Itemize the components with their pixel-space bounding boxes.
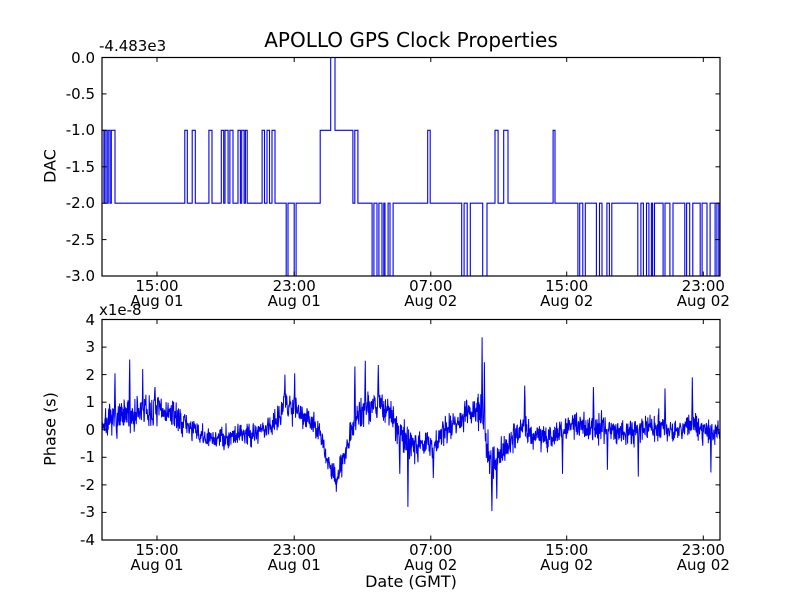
x-tick-time: 15:00: [545, 541, 589, 559]
dac-offset-text: -4.483e3: [99, 37, 167, 55]
x-tick-time: 23:00: [272, 277, 316, 295]
x-tick-date: Aug 01: [130, 292, 184, 310]
x-tick-label-bottom: 23:00 Aug 02: [655, 543, 751, 573]
x-tick-time: 07:00: [409, 541, 453, 559]
x-axis-label: Date (GMT): [365, 572, 457, 591]
y-tick-label-phase: 1: [85, 393, 95, 412]
x-tick-date: Aug 02: [540, 292, 594, 310]
y-tick-label-phase: 2: [85, 365, 95, 384]
x-tick-time: 23:00: [681, 277, 725, 295]
x-tick-time: 07:00: [409, 277, 453, 295]
x-tick-date: Aug 02: [676, 556, 730, 574]
chart-title: APOLLO GPS Clock Properties: [264, 28, 558, 52]
y-tick-label-phase: 0: [85, 420, 95, 439]
x-tick-time: 15:00: [135, 541, 179, 559]
y-tick-label-dac: -1.0: [65, 121, 95, 140]
y-tick-label-dac: -2.0: [65, 194, 95, 213]
x-tick-date: Aug 01: [267, 556, 321, 574]
x-tick-time: 15:00: [545, 277, 589, 295]
x-tick-date: Aug 02: [404, 292, 458, 310]
x-tick-label-bottom: 07:00 Aug 02: [383, 543, 479, 573]
y-tick-label-dac: 0.0: [71, 48, 95, 67]
y-tick-label-phase: 3: [85, 338, 95, 357]
x-tick-label-bottom: 15:00 Aug 01: [109, 543, 205, 573]
y-tick-label-phase: -3: [80, 503, 95, 522]
y-tick-label-dac: -3.0: [65, 267, 95, 285]
x-tick-time: 23:00: [681, 541, 725, 559]
x-tick-date: Aug 02: [676, 292, 730, 310]
x-tick-label-top: 07:00 Aug 02: [383, 279, 479, 309]
x-tick-label-bottom: 23:00 Aug 01: [246, 543, 342, 573]
x-tick-label-bottom: 15:00 Aug 02: [519, 543, 615, 573]
x-tick-time: 23:00: [272, 541, 316, 559]
x-tick-label-top: 15:00 Aug 02: [519, 279, 615, 309]
phase-multiplier-text: x1e-8: [99, 301, 142, 319]
y-tick-label-dac: -0.5: [65, 84, 95, 103]
y-tick-label-phase: -4: [80, 531, 95, 549]
x-tick-date: Aug 02: [540, 556, 594, 574]
x-tick-time: 15:00: [135, 277, 179, 295]
y-tick-label-phase: -2: [80, 475, 95, 494]
x-tick-label-top: 15:00 Aug 01: [109, 279, 205, 309]
y-tick-label-phase: 4: [85, 310, 95, 329]
x-tick-date: Aug 01: [267, 292, 321, 310]
y-tick-label-phase: -1: [80, 448, 95, 467]
x-tick-label-top: 23:00 Aug 01: [246, 279, 342, 309]
x-tick-date: Aug 02: [404, 556, 458, 574]
y-tick-label-dac: -2.5: [65, 230, 95, 249]
x-tick-label-top: 23:00 Aug 02: [655, 279, 751, 309]
y-tick-label-dac: -1.5: [65, 157, 95, 176]
x-tick-date: Aug 01: [130, 556, 184, 574]
